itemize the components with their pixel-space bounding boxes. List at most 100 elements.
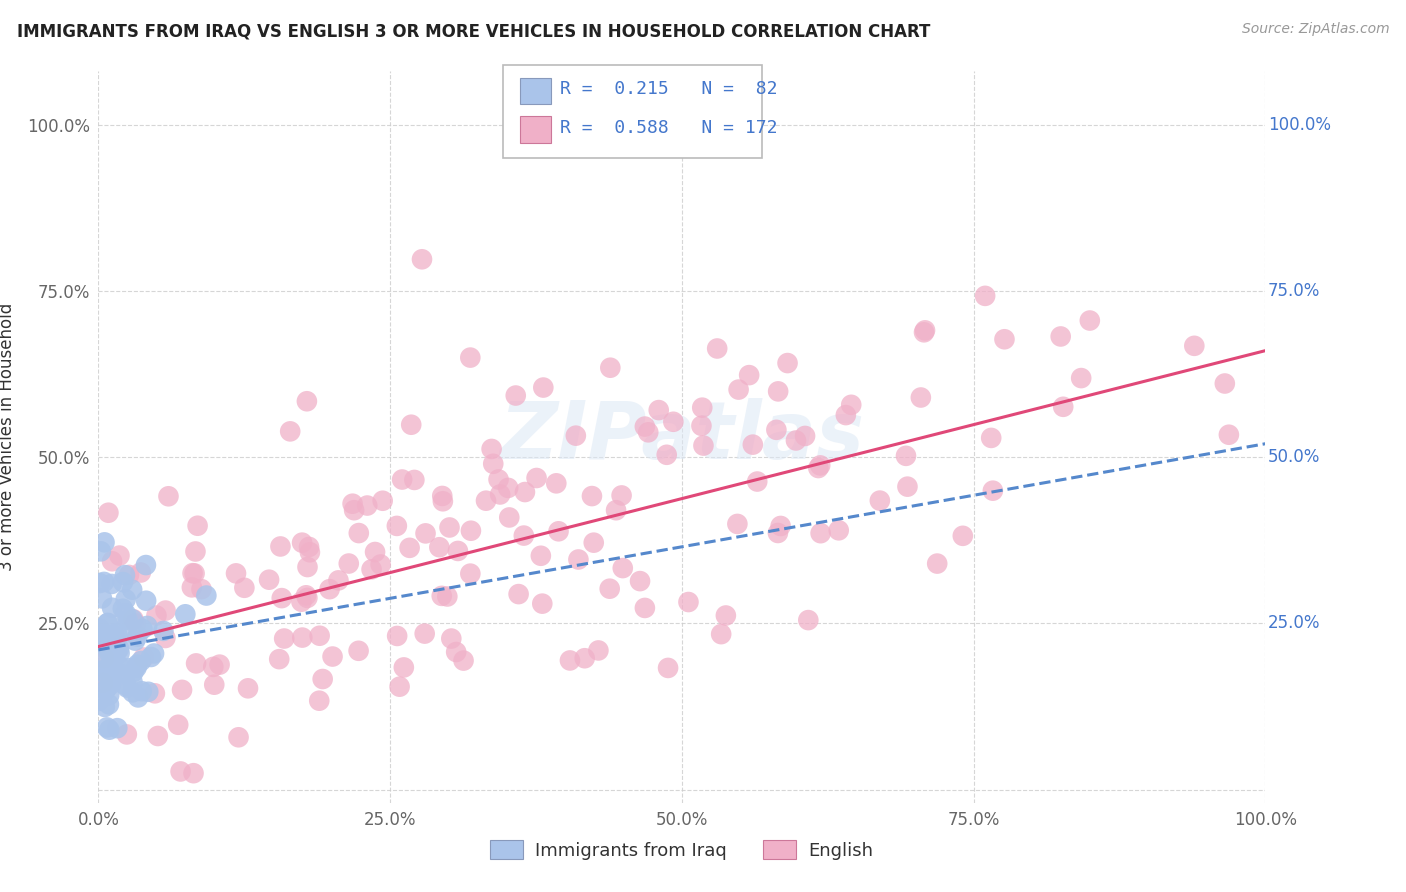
Point: [290, 595, 312, 609]
Point: [98, 639, 121, 653]
Point: [582, 535, 605, 549]
Text: 50.0%: 50.0%: [1268, 448, 1320, 466]
Point: [184, 544, 207, 558]
Point: [89, 622, 111, 636]
Point: [195, 589, 218, 603]
Point: [810, 526, 832, 541]
Point: [690, 418, 713, 433]
Y-axis label: 3 or more Vehicles in Household: 3 or more Vehicles in Household: [0, 303, 15, 571]
Point: [115, 727, 138, 741]
Point: [155, 603, 177, 617]
Point: [662, 415, 685, 429]
Point: [131, 622, 153, 636]
Point: [93, 574, 115, 589]
Point: [121, 685, 143, 699]
Point: [766, 384, 789, 399]
Point: [399, 417, 422, 432]
Point: [411, 252, 433, 267]
Point: [912, 326, 935, 340]
Point: [343, 503, 366, 517]
Text: IMMIGRANTS FROM IRAQ VS ENGLISH 3 OR MORE VEHICLES IN HOUSEHOLD CORRELATION CHAR: IMMIGRANTS FROM IRAQ VS ENGLISH 3 OR MOR…: [17, 22, 931, 40]
Point: [87, 694, 110, 708]
Point: [225, 566, 247, 581]
Point: [710, 627, 733, 641]
Point: [233, 581, 256, 595]
Point: [385, 629, 408, 643]
Point: [114, 568, 136, 582]
Point: [360, 562, 382, 576]
Point: [129, 654, 152, 668]
Point: [100, 640, 122, 655]
Point: [404, 473, 426, 487]
Point: [634, 601, 657, 615]
Point: [100, 677, 122, 691]
Point: [1182, 339, 1205, 353]
Point: [981, 483, 1004, 498]
Point: [475, 493, 498, 508]
Point: [869, 493, 891, 508]
Point: [567, 552, 589, 566]
Point: [706, 342, 728, 356]
Text: R =  0.588   N = 172: R = 0.588 N = 172: [560, 119, 778, 136]
Point: [488, 472, 510, 486]
Point: [87, 665, 110, 680]
Point: [89, 647, 111, 661]
Point: [127, 630, 149, 644]
Point: [531, 380, 554, 394]
Point: [107, 665, 129, 680]
Point: [297, 560, 319, 574]
Point: [273, 632, 295, 646]
Point: [104, 632, 127, 647]
Point: [167, 718, 190, 732]
Point: [776, 356, 799, 370]
Point: [132, 650, 155, 665]
Point: [482, 457, 505, 471]
Point: [337, 557, 360, 571]
Point: [97, 641, 120, 656]
Text: 25.0%: 25.0%: [1268, 615, 1320, 632]
Point: [139, 650, 162, 665]
Point: [297, 591, 319, 605]
Point: [118, 661, 141, 675]
Point: [100, 577, 122, 591]
Point: [610, 488, 633, 502]
Point: [612, 561, 634, 575]
Point: [146, 729, 169, 743]
Point: [1052, 400, 1074, 414]
Point: [565, 428, 588, 442]
Point: [90, 544, 112, 558]
Point: [526, 471, 548, 485]
Point: [725, 516, 748, 531]
Point: [657, 661, 679, 675]
Point: [105, 634, 128, 648]
Point: [202, 660, 225, 674]
Point: [94, 628, 117, 642]
Point: [127, 690, 149, 705]
Point: [460, 524, 482, 538]
Text: Source: ZipAtlas.com: Source: ZipAtlas.com: [1241, 22, 1389, 37]
Point: [97, 615, 120, 630]
Point: [807, 461, 830, 475]
Point: [115, 681, 138, 695]
Point: [794, 429, 817, 443]
Point: [430, 589, 453, 603]
Point: [131, 684, 153, 698]
Point: [505, 388, 527, 402]
Point: [122, 665, 145, 679]
Point: [115, 619, 138, 633]
Point: [98, 723, 121, 737]
Point: [180, 580, 202, 594]
Point: [105, 643, 128, 657]
Point: [89, 664, 111, 678]
Point: [356, 499, 378, 513]
Point: [328, 574, 350, 588]
Point: [104, 641, 127, 656]
Point: [427, 540, 450, 554]
Point: [546, 476, 568, 491]
Point: [105, 626, 128, 640]
Point: [122, 612, 145, 626]
Point: [96, 616, 118, 631]
Point: [432, 489, 454, 503]
Point: [183, 766, 205, 780]
Point: [208, 657, 231, 672]
